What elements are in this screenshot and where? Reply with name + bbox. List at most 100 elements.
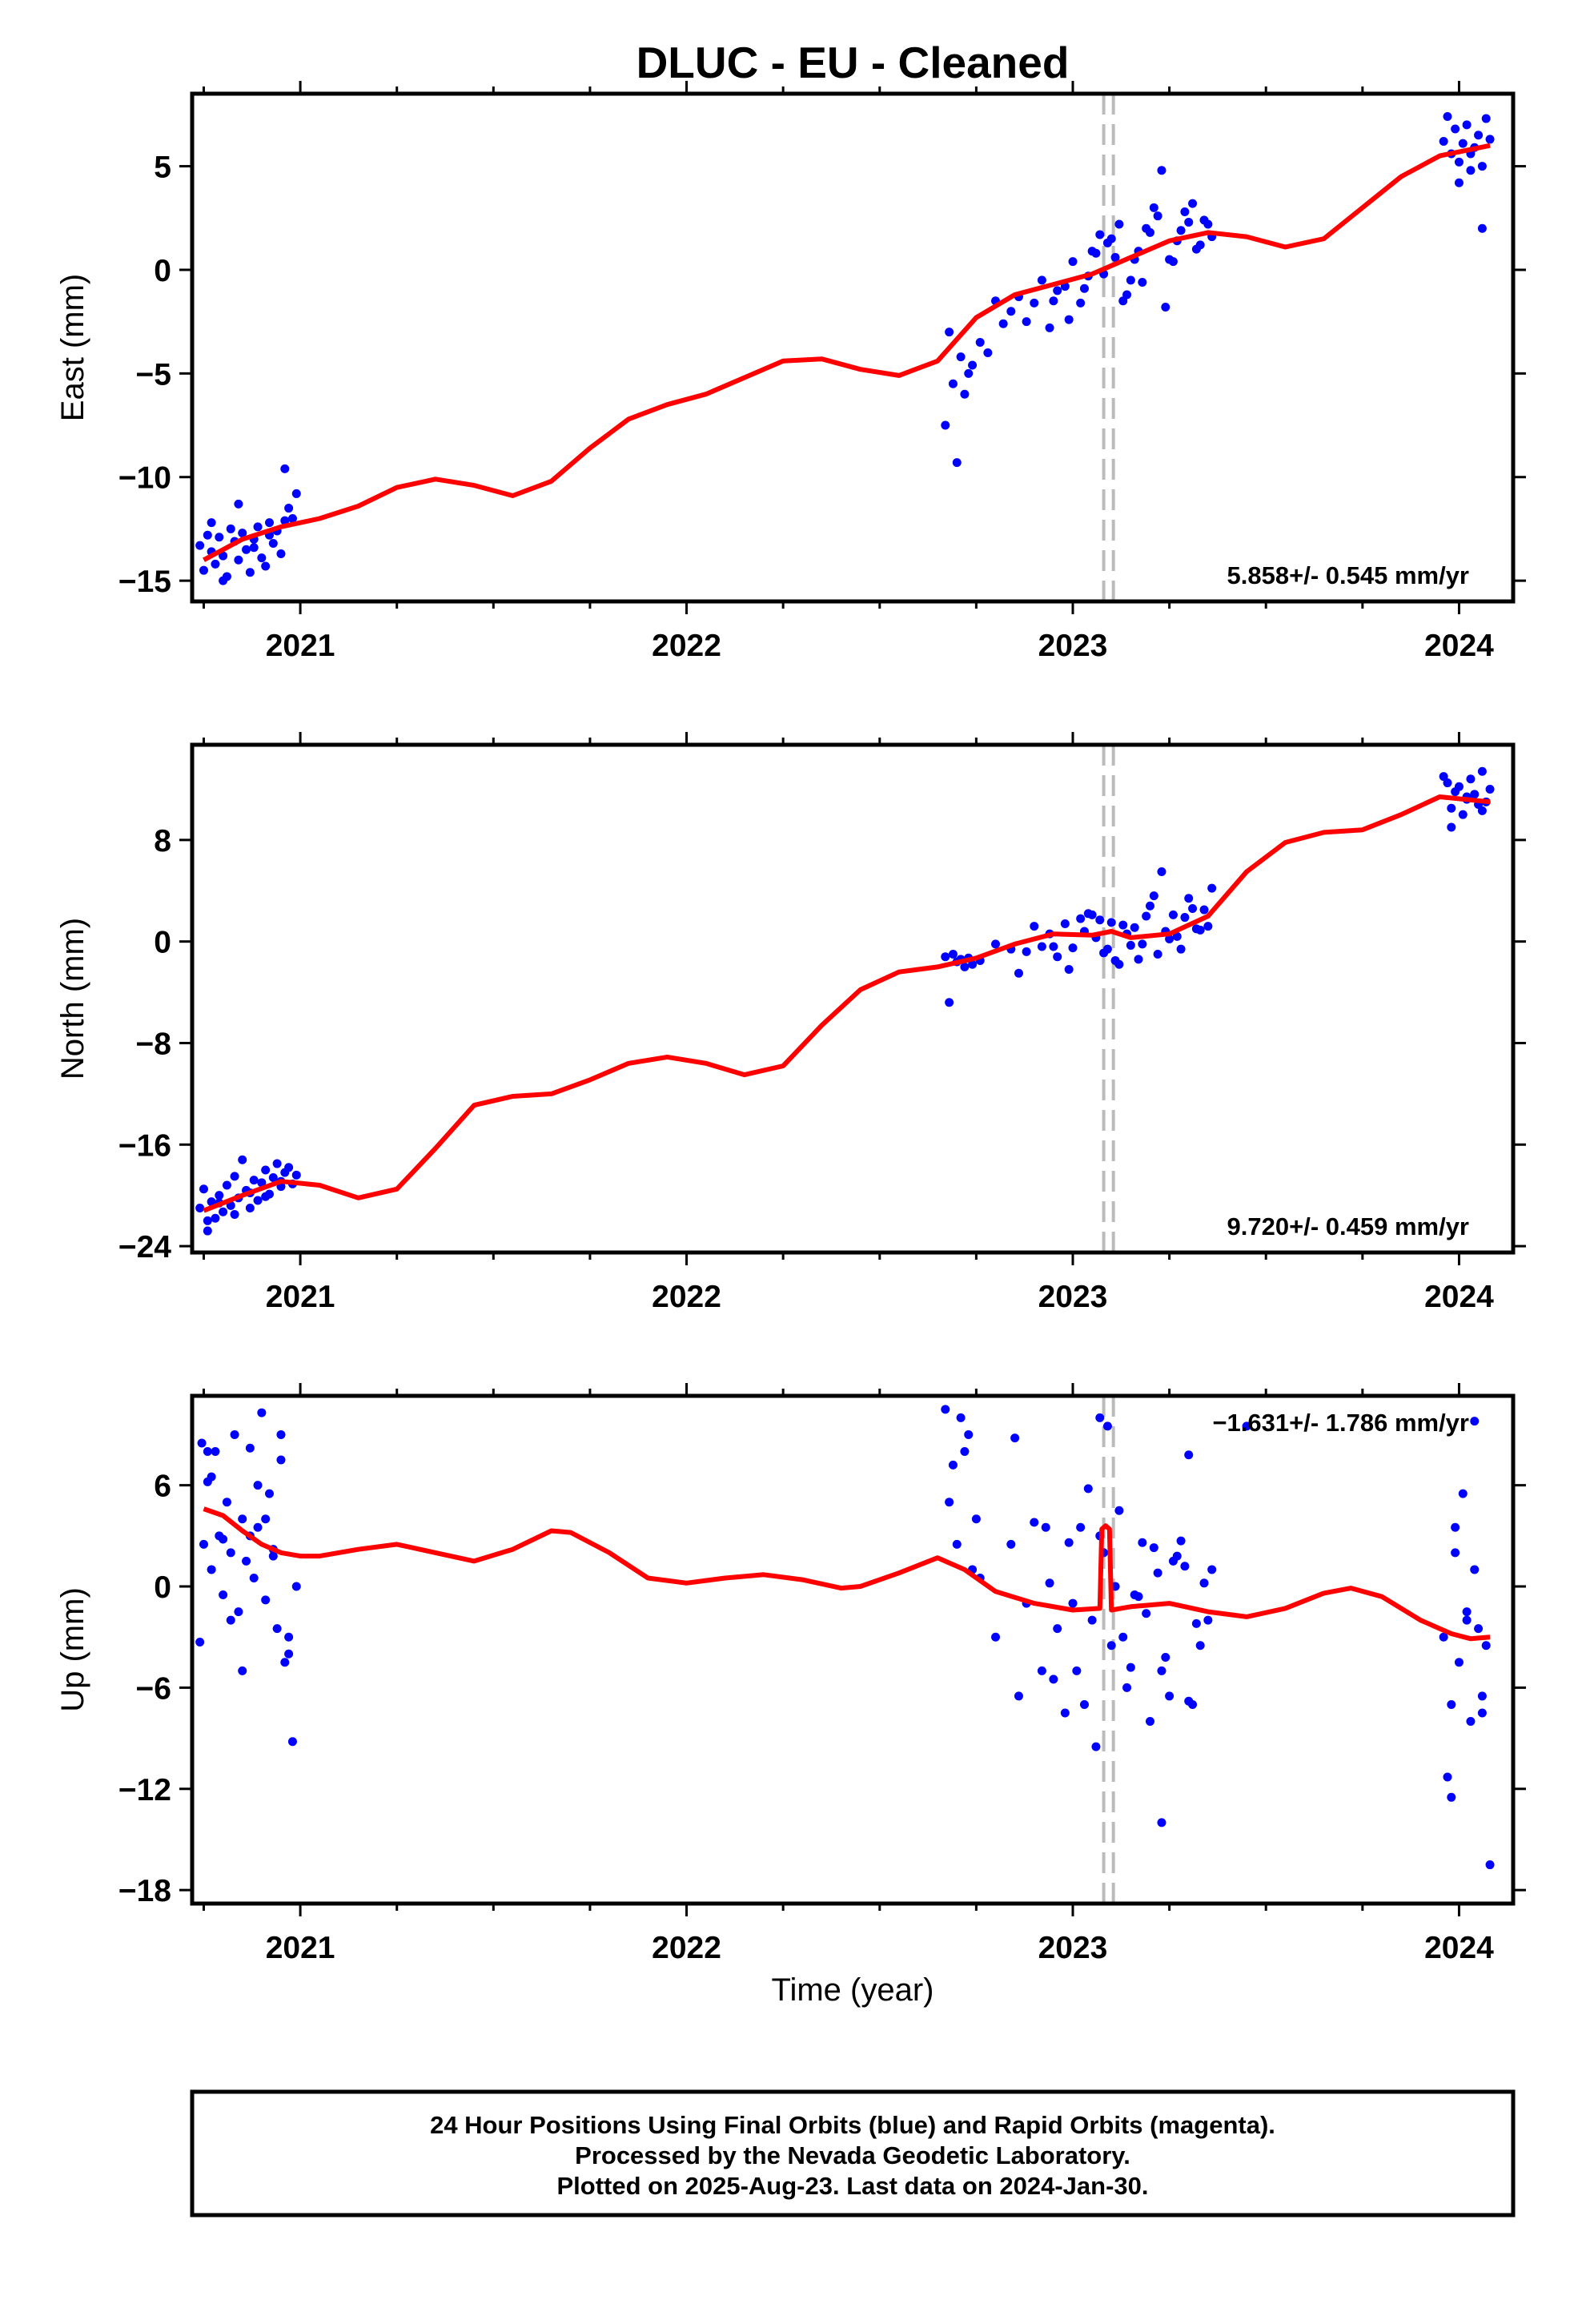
data-point (945, 1498, 954, 1507)
data-point (1157, 166, 1166, 175)
data-point (983, 348, 993, 357)
x-tick-label: 2022 (652, 629, 721, 663)
data-point (195, 541, 205, 550)
data-point (1454, 178, 1464, 187)
data-point (207, 518, 216, 528)
data-point (1114, 219, 1124, 229)
figure-title: DLUC - EU - Cleaned (636, 38, 1070, 87)
data-point (941, 952, 950, 962)
plot-area (195, 745, 1495, 1252)
data-point (1014, 968, 1023, 978)
data-point (1474, 131, 1484, 140)
data-point (1122, 1683, 1132, 1692)
data-point (261, 561, 271, 571)
data-point (1199, 1578, 1209, 1588)
data-point (1068, 257, 1078, 267)
data-point (1049, 1675, 1058, 1684)
x-tick-label: 2021 (266, 1280, 335, 1314)
data-point (215, 1191, 224, 1200)
data-point (1454, 1658, 1464, 1667)
data-point (234, 555, 243, 565)
x-tick-label: 2022 (652, 1931, 721, 1965)
data-point (964, 1429, 974, 1439)
data-point (230, 1209, 239, 1219)
data-point (1481, 1641, 1491, 1651)
data-point (1470, 1565, 1480, 1574)
data-point (1095, 915, 1105, 925)
data-point (1157, 867, 1166, 876)
data-point (1049, 296, 1058, 306)
data-point (1188, 1699, 1198, 1709)
data-point (1087, 1615, 1097, 1625)
y-tick-label: −8 (136, 1027, 171, 1061)
data-point (1014, 1691, 1023, 1701)
data-point (1458, 810, 1468, 819)
data-point (261, 1514, 271, 1524)
data-point (1485, 1860, 1495, 1870)
data-point (1180, 1562, 1190, 1571)
data-point (211, 1447, 220, 1457)
data-point (276, 549, 286, 558)
data-point (1153, 950, 1162, 959)
data-point (207, 1472, 216, 1482)
rate-label: −1.631+/- 1.786 mm/yr (1212, 1409, 1469, 1437)
y-axis-label: Up (mm) (55, 1587, 90, 1712)
y-tick-label: −15 (118, 565, 171, 599)
data-point (1161, 1652, 1170, 1662)
y-tick-label: 0 (154, 254, 171, 288)
data-point (1462, 1615, 1472, 1625)
y-tick-label: 6 (154, 1470, 171, 1504)
data-point (1102, 944, 1112, 954)
data-point (291, 1170, 301, 1180)
data-point (1138, 939, 1147, 949)
x-tick-label: 2024 (1424, 1280, 1494, 1314)
footer-line-2: Processed by the Nevada Geodetic Laborat… (575, 2141, 1130, 2169)
data-point (1454, 782, 1464, 791)
data-point (287, 513, 297, 523)
plot-area (195, 1396, 1495, 1904)
data-point (1095, 230, 1105, 239)
data-point (960, 962, 970, 971)
data-point (1458, 1489, 1468, 1498)
data-point (280, 464, 290, 473)
data-point (1172, 1551, 1182, 1561)
data-point (261, 1595, 271, 1605)
data-point (203, 530, 212, 540)
data-point (1030, 1518, 1039, 1527)
data-point (1030, 922, 1039, 931)
data-point (249, 1573, 259, 1582)
data-point (245, 1443, 255, 1453)
data-point (1142, 223, 1151, 233)
data-point (1110, 252, 1120, 262)
data-point (1470, 1417, 1480, 1426)
data-point (998, 319, 1008, 328)
data-point (1037, 942, 1046, 951)
data-point (991, 1632, 1001, 1642)
data-point (1188, 903, 1198, 913)
data-point (1149, 1543, 1158, 1553)
footer-line-3: Plotted on 2025-Aug-23. Last data on 202… (556, 2172, 1148, 2200)
data-point (1053, 952, 1062, 962)
data-point (1454, 157, 1464, 167)
data-point (960, 1447, 970, 1457)
data-point (1184, 894, 1194, 903)
data-point (1157, 1818, 1166, 1827)
data-point (238, 1514, 247, 1524)
data-point (1172, 931, 1182, 941)
y-axis-label: North (mm) (55, 918, 90, 1080)
data-point (1134, 955, 1143, 964)
data-point (1149, 891, 1158, 901)
data-point (1076, 1522, 1086, 1532)
data-point (264, 518, 274, 528)
data-point (1195, 240, 1205, 250)
data-point (1049, 942, 1058, 951)
data-point (238, 1155, 247, 1164)
data-point (1439, 772, 1448, 782)
data-point (1180, 913, 1190, 923)
data-point (1466, 774, 1476, 784)
data-point (1106, 1641, 1116, 1651)
data-point (1477, 1708, 1487, 1718)
data-point (1064, 1538, 1074, 1547)
data-point (1184, 1450, 1194, 1460)
y-tick-label: 0 (154, 926, 171, 960)
